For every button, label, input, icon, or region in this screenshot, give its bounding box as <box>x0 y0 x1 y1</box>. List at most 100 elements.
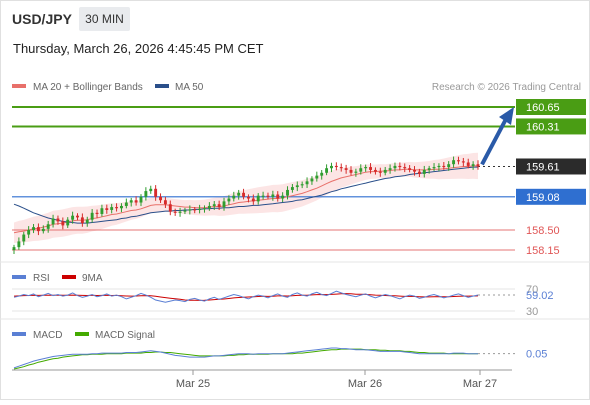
rsi-tick-label: 70 <box>526 284 538 296</box>
candle-body <box>398 165 402 168</box>
level-badge-resistance <box>516 99 586 115</box>
candle-body <box>461 161 465 163</box>
level-label-resistance: 160.31 <box>526 121 560 133</box>
legend-ma50-label: MA 50 <box>175 82 204 93</box>
candle-body <box>61 221 65 226</box>
candle-body <box>427 168 431 170</box>
candle-body <box>369 167 372 170</box>
candle-body <box>198 208 202 210</box>
candle-body <box>354 171 358 173</box>
level-label-support: 158.15 <box>526 245 560 257</box>
candle-body <box>149 188 153 192</box>
candle-body <box>144 191 148 197</box>
candle-body <box>359 168 363 172</box>
candle-body <box>139 196 143 203</box>
candle-body <box>66 219 70 226</box>
candle-body <box>71 215 75 220</box>
candle-body <box>281 195 285 199</box>
candle-body <box>417 171 421 174</box>
candle-body <box>330 165 333 169</box>
candle-body <box>76 215 79 218</box>
timeframe-badge[interactable] <box>79 7 130 31</box>
macd-line <box>13 347 478 369</box>
level-label-resistance: 160.65 <box>526 102 560 114</box>
candle-body <box>90 212 94 220</box>
candle-body <box>115 207 119 209</box>
candle-body <box>310 178 314 182</box>
candle-body <box>168 204 172 212</box>
candle-body <box>325 168 329 173</box>
candle-body <box>95 212 99 214</box>
arrow-layer <box>480 107 514 166</box>
candle-body <box>378 171 382 173</box>
candle-body <box>364 167 368 169</box>
legend-swatch-macd <box>12 332 26 336</box>
candle-body <box>154 188 158 197</box>
x-tick-label: Mar 26 <box>348 378 382 390</box>
candle-body <box>27 229 31 235</box>
candle-body <box>227 198 231 202</box>
candle-body <box>471 164 475 166</box>
candle-body <box>266 195 270 197</box>
candle-body <box>447 164 451 168</box>
projection-arrow-shaft <box>480 118 508 166</box>
x-axis-ticks: Mar 25 Mar 26 Mar 27 <box>176 370 497 390</box>
rsi-line <box>13 290 479 303</box>
candle-body <box>373 169 377 172</box>
rsi-layer: 70 30 59.02 <box>12 284 554 318</box>
candle-body <box>334 165 338 168</box>
candle-body <box>271 194 275 197</box>
candle-body <box>212 204 216 206</box>
levels-layer: 160.65 160.31 159.61 159.08 158.50 158.15 <box>12 99 586 257</box>
candle-body <box>315 175 319 179</box>
candle-body <box>56 218 60 222</box>
candle-body <box>305 181 309 185</box>
legend-swatch-rsi-ma <box>62 275 76 279</box>
x-tick-label: Mar 25 <box>176 378 210 390</box>
legend-rsi-ma-label: 9MA <box>82 273 103 284</box>
candle-body <box>51 218 55 225</box>
candle-body <box>32 227 35 230</box>
candle-body <box>110 207 114 210</box>
candle-body <box>17 241 21 248</box>
candle-body <box>80 217 84 224</box>
level-label-support: 158.50 <box>526 225 560 237</box>
candle-body <box>41 228 45 232</box>
bollinger-band <box>14 152 478 244</box>
candle-body <box>256 195 260 202</box>
candle-body <box>339 167 343 169</box>
candle-body <box>163 200 167 205</box>
candle-body <box>261 195 265 197</box>
candle-body <box>207 205 211 209</box>
candle-body <box>432 167 436 169</box>
macd-last-value: 0.05 <box>526 349 547 361</box>
macd-signal-line <box>13 348 478 370</box>
level-badge-pivot <box>516 188 586 205</box>
candle-body <box>403 167 407 169</box>
level-label-pivot: 159.08 <box>526 192 560 204</box>
rsi-ma-line <box>13 293 479 301</box>
candle-body <box>295 185 299 188</box>
candle-body <box>188 209 192 211</box>
candle-body <box>457 160 460 162</box>
candle-body <box>237 192 241 196</box>
candle-body <box>100 208 104 214</box>
timeframe-label[interactable]: 30 MIN <box>85 12 124 26</box>
candle-body <box>12 247 16 250</box>
candle-body <box>246 196 250 199</box>
legend-swatch-macd-signal <box>75 332 89 336</box>
candle-body <box>173 211 177 213</box>
candle-body <box>46 224 50 229</box>
candle-body <box>383 169 387 173</box>
candle-body <box>222 201 226 208</box>
ma50-line <box>13 166 478 224</box>
candle-body <box>105 208 109 210</box>
legend-macd-label: MACD <box>33 330 62 341</box>
candle-body <box>85 219 89 224</box>
legend-swatch-ma50 <box>155 84 169 88</box>
candle-body <box>129 200 133 203</box>
legend-rsi-label: RSI <box>33 273 50 284</box>
level-badge-resistance <box>516 118 586 135</box>
